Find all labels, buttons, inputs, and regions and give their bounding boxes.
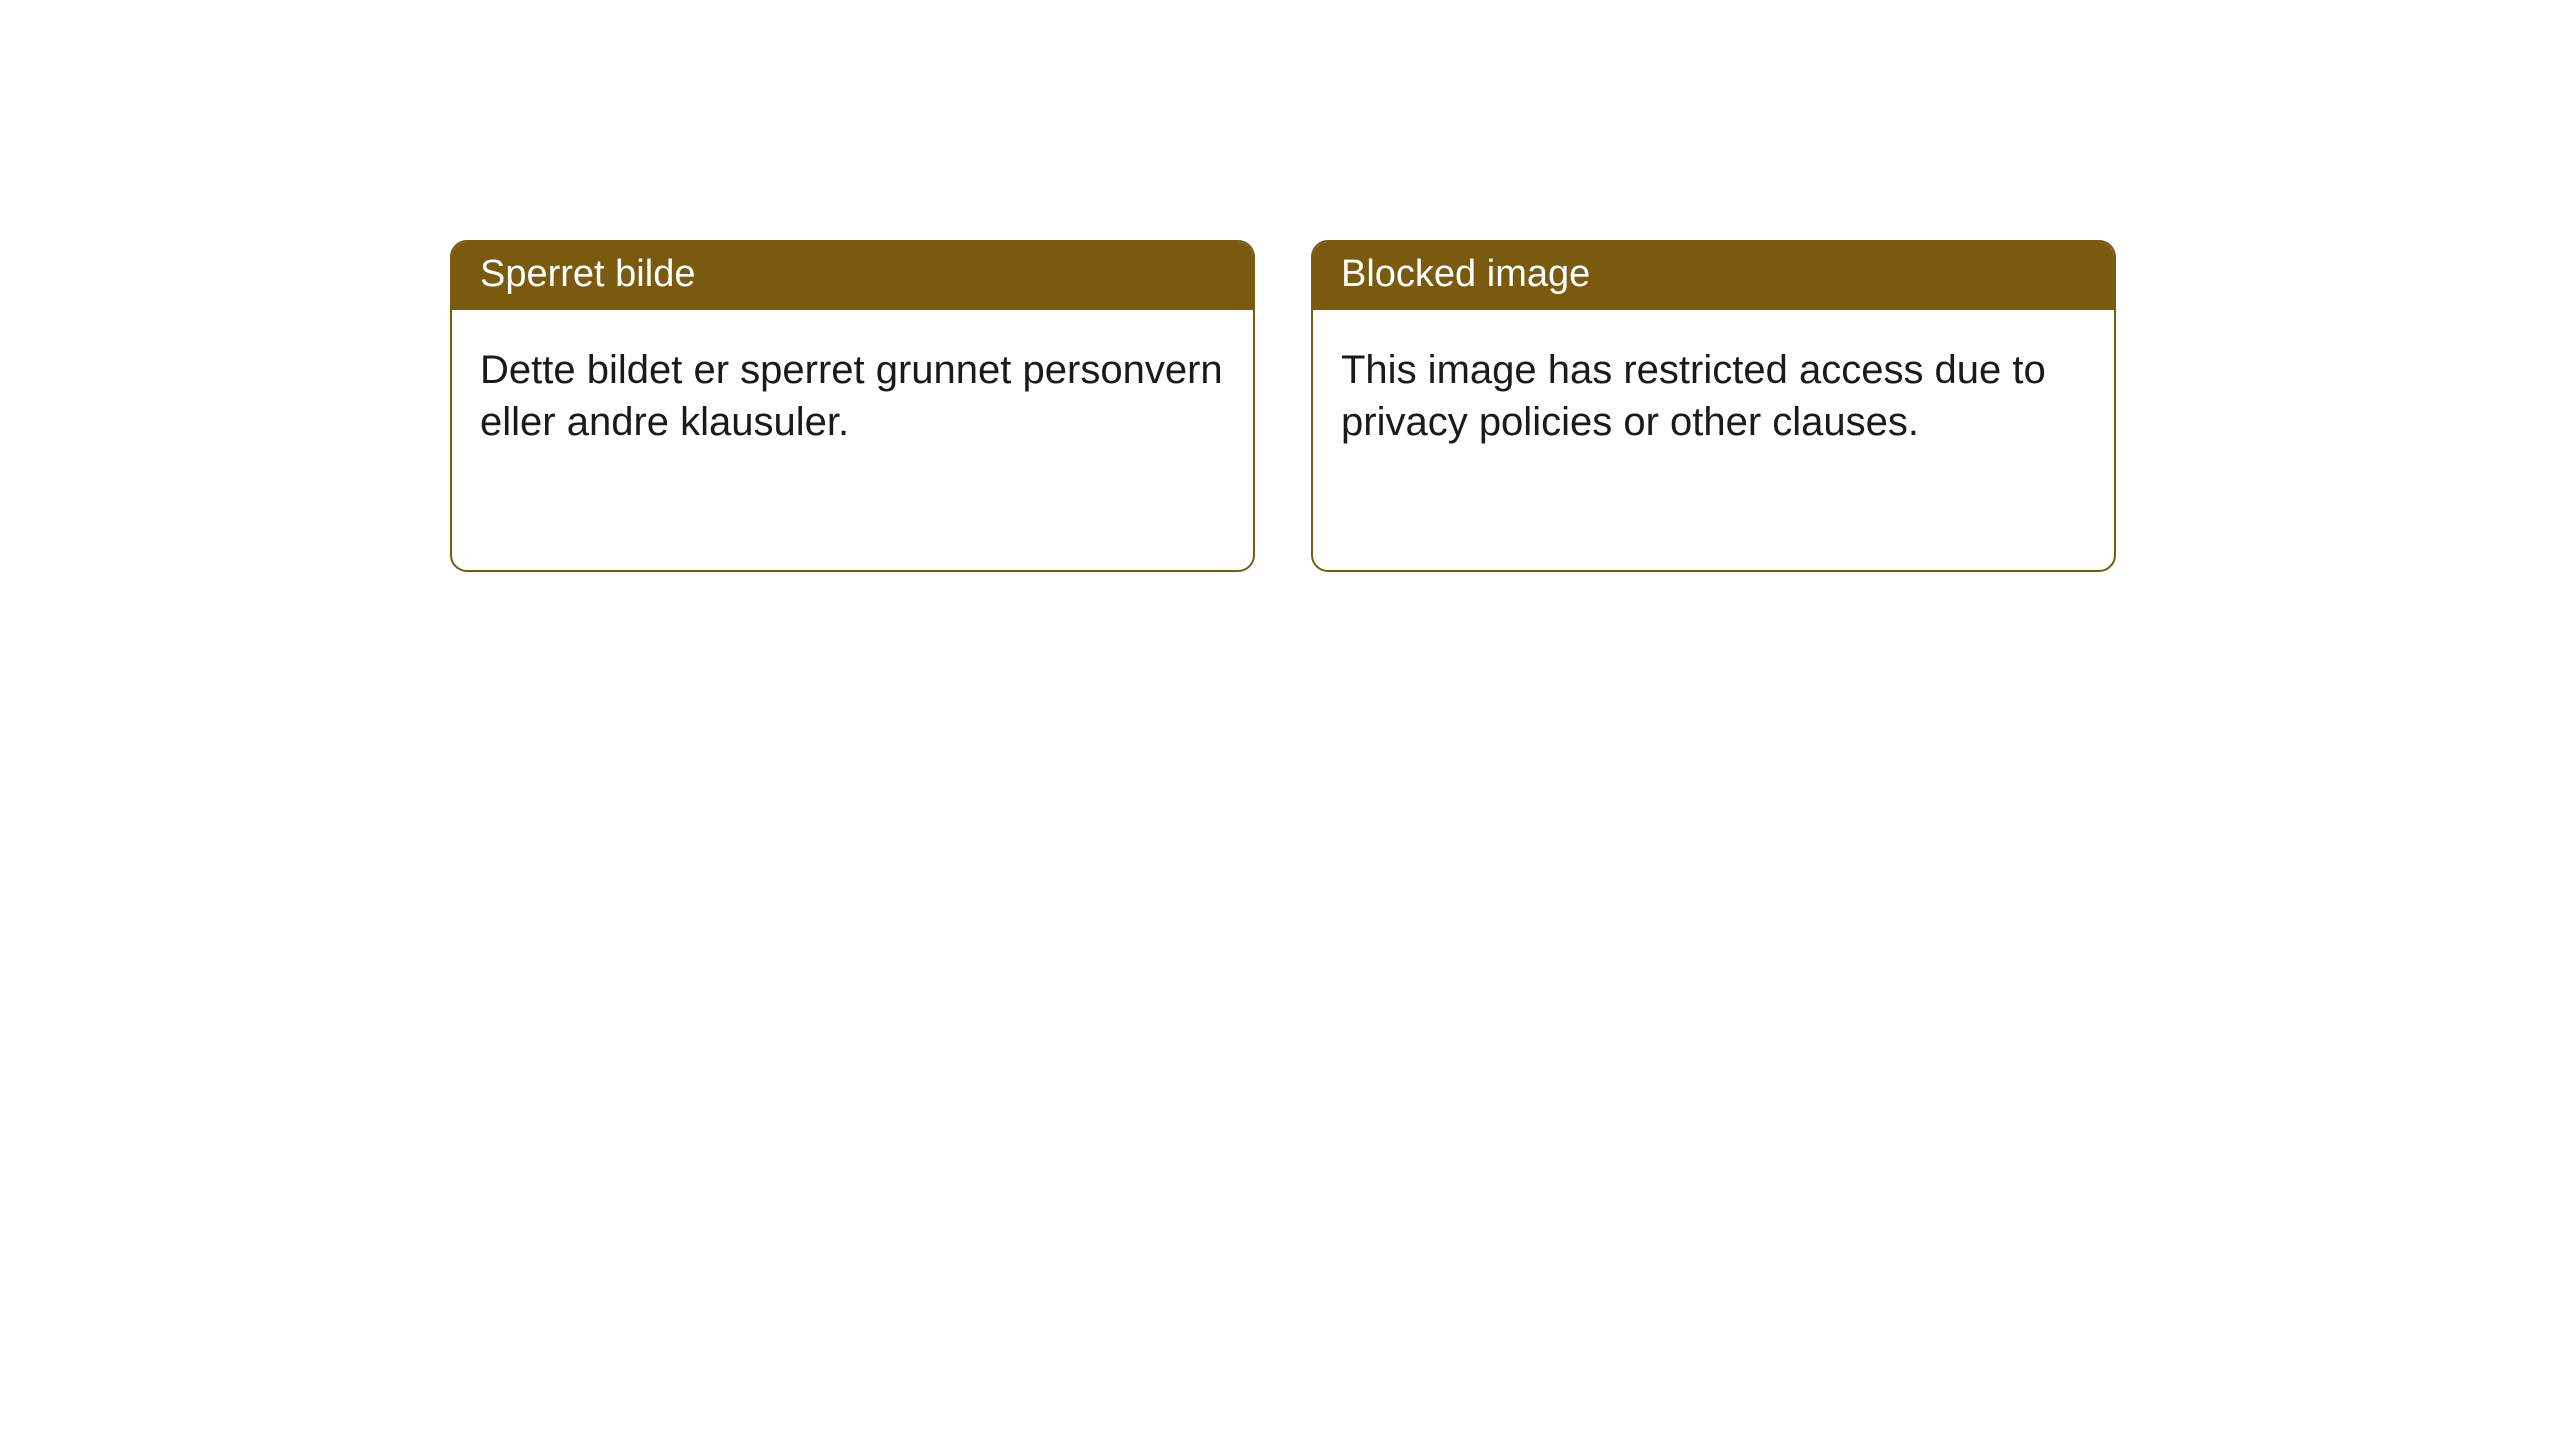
notice-body-english: This image has restricted access due to … <box>1313 310 2114 476</box>
notice-header-norwegian: Sperret bilde <box>452 242 1253 310</box>
notice-card-norwegian: Sperret bilde Dette bildet er sperret gr… <box>450 240 1255 572</box>
notice-container: Sperret bilde Dette bildet er sperret gr… <box>450 240 2116 572</box>
notice-body-norwegian: Dette bildet er sperret grunnet personve… <box>452 310 1253 476</box>
notice-title-norwegian: Sperret bilde <box>480 253 695 295</box>
notice-header-english: Blocked image <box>1313 242 2114 310</box>
notice-card-english: Blocked image This image has restricted … <box>1311 240 2116 572</box>
notice-text-english: This image has restricted access due to … <box>1341 348 2046 444</box>
notice-text-norwegian: Dette bildet er sperret grunnet personve… <box>480 348 1223 444</box>
notice-title-english: Blocked image <box>1341 253 1590 295</box>
